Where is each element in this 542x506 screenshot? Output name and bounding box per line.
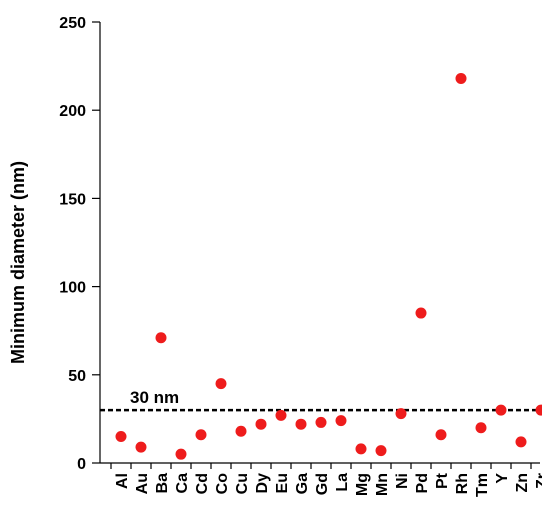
y-tick-label: 250 xyxy=(59,15,86,32)
data-points xyxy=(115,72,542,460)
x-tick-label: Ga xyxy=(294,473,311,494)
y-tick-label: 100 xyxy=(59,280,86,297)
data-point xyxy=(515,436,527,448)
y-tick-label: 0 xyxy=(77,456,86,473)
x-tick-label: Ba xyxy=(154,473,171,494)
x-tick-label: Ni xyxy=(394,473,411,489)
data-point xyxy=(155,332,167,344)
data-point xyxy=(415,307,427,319)
x-tick-label: Y xyxy=(494,473,511,484)
y-tick-label: 200 xyxy=(59,103,86,120)
x-tick-label: La xyxy=(334,473,351,492)
data-point xyxy=(175,448,187,460)
x-tick-label: Co xyxy=(214,473,231,495)
x-axis: Al Au Ba Ca Cd Co Cu Dy Eu Ga Gd La Mg Mn Ni Pd Pt Rh Tm Y Z… xyxy=(100,462,542,497)
data-point xyxy=(375,445,387,457)
data-point xyxy=(255,418,267,430)
data-point xyxy=(295,418,307,430)
data-point xyxy=(275,409,287,421)
data-point xyxy=(455,72,467,84)
x-tick-label: Pd xyxy=(414,473,431,493)
y-tick-label: 150 xyxy=(59,191,86,208)
x-tick-label: Mg xyxy=(354,473,371,496)
data-point xyxy=(115,431,127,443)
x-tick-label: Pt xyxy=(434,472,451,489)
data-point xyxy=(395,408,407,420)
data-point xyxy=(335,415,347,427)
x-tick-label: Rh xyxy=(454,473,471,494)
data-point xyxy=(495,404,507,416)
data-point xyxy=(135,441,147,453)
y-tick-label: 50 xyxy=(68,368,86,385)
x-tick-label: Zn xyxy=(514,473,531,493)
data-point xyxy=(215,378,227,390)
x-tick-label: Gd xyxy=(314,473,331,495)
x-tick-label: Al xyxy=(114,473,131,489)
data-point xyxy=(235,425,247,437)
data-point xyxy=(475,422,487,434)
x-tick-label: Tm xyxy=(474,473,491,497)
reference-line-label: 30 nm xyxy=(130,388,179,407)
x-tick-label: Au xyxy=(134,473,151,494)
x-tick-label: Eu xyxy=(274,473,291,493)
x-tick-label: Zr xyxy=(534,473,542,489)
x-tick-label: Cu xyxy=(234,473,251,494)
reference-line-group: 30 nm xyxy=(100,388,540,412)
x-tick-label: Dy xyxy=(254,473,271,494)
x-tick-label: Ca xyxy=(174,473,191,494)
y-axis-title: Minimum diameter (nm) xyxy=(8,161,28,364)
x-tick-label: Cd xyxy=(194,473,211,494)
x-tick-label: Mn xyxy=(374,473,391,496)
data-point xyxy=(435,429,447,441)
data-point xyxy=(535,404,542,416)
data-point xyxy=(315,416,327,428)
data-point xyxy=(195,429,207,441)
data-point xyxy=(355,443,367,455)
y-axis: 0 50 100 150 200 250 xyxy=(59,15,101,473)
